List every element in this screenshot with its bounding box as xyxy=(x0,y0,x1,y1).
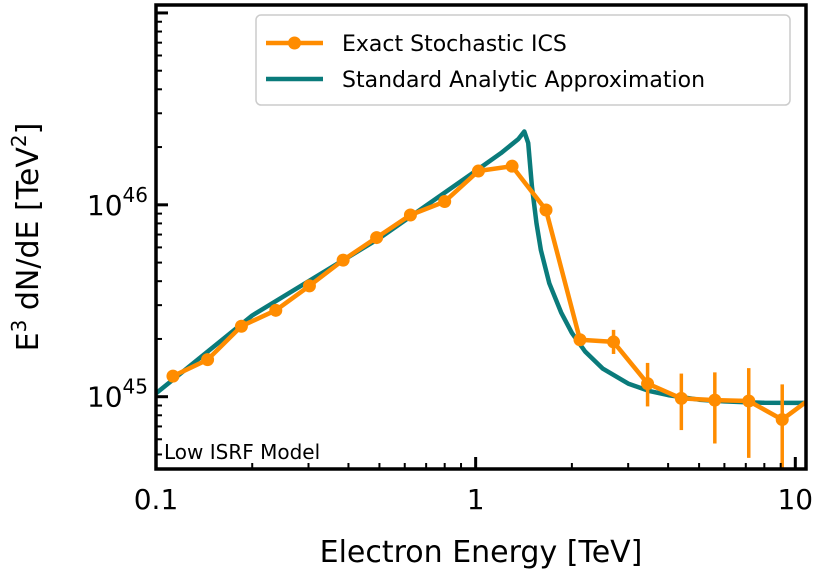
model-annotation: Low ISRF Model xyxy=(164,440,320,464)
legend-label-exact-stochastic: Exact Stochastic ICS xyxy=(342,32,567,57)
data-point xyxy=(539,203,553,217)
data-point xyxy=(336,253,350,267)
legend-box xyxy=(255,14,791,106)
x-axis-tick-labels: 0.1 1 10 xyxy=(134,483,813,516)
data-point xyxy=(370,231,384,245)
data-point xyxy=(775,413,789,427)
data-point xyxy=(471,164,485,178)
data-point xyxy=(742,394,756,408)
series-layer xyxy=(156,129,806,469)
legend-label-standard-analytic: Standard Analytic Approximation xyxy=(342,68,705,93)
data-point xyxy=(674,391,688,405)
data-point xyxy=(708,393,722,407)
y-axis-label: E3 dN/dE [TeV2] xyxy=(7,123,46,352)
y-tick-label: 1046 xyxy=(87,183,148,222)
data-point xyxy=(607,335,621,349)
plot-frame xyxy=(154,3,808,471)
x-tick-label: 0.1 xyxy=(134,483,179,516)
legend-marker-exact-stochastic xyxy=(288,36,301,50)
x-tick-label: 10 xyxy=(777,483,813,516)
data-point xyxy=(573,333,587,347)
x-tick-label: 1 xyxy=(467,483,485,516)
legend: Exact Stochastic ICS Standard Analytic A… xyxy=(255,14,791,106)
data-point xyxy=(505,159,519,173)
data-point xyxy=(302,279,316,293)
data-point xyxy=(201,353,215,367)
data-point xyxy=(403,208,417,222)
x-axis-label: Electron Energy [TeV] xyxy=(320,535,643,570)
y-axis-tick-labels: 1045 1046 xyxy=(87,183,148,414)
data-point xyxy=(641,377,655,391)
data-point xyxy=(234,319,248,333)
data-point xyxy=(166,369,180,383)
markers-exact-stochastic xyxy=(166,159,789,427)
y-tick-label: 1045 xyxy=(87,375,148,414)
data-point xyxy=(269,303,283,317)
data-point xyxy=(438,195,452,209)
